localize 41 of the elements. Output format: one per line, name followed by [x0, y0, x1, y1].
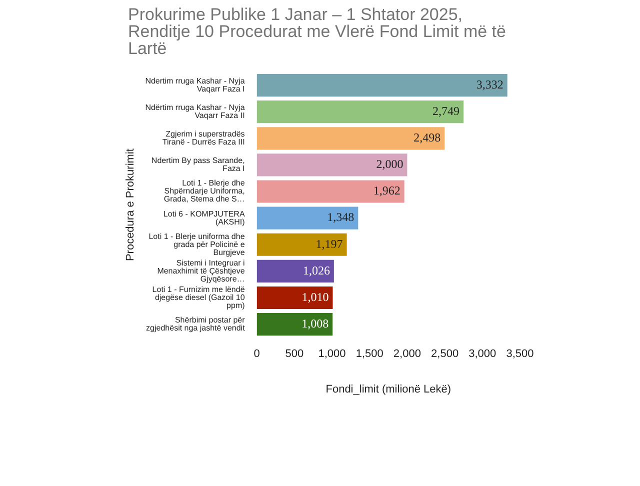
y-tick-label: Ndertim rruga Kashar - Nyja Vaqarr Faza I	[145, 76, 246, 94]
y-tick-label: Loti 1 - Blerje uniforma dhe grada për Policinë e Burgjeve	[148, 232, 246, 257]
bar	[256, 286, 333, 310]
x-tick-label: 1,000	[318, 348, 346, 360]
y-tick-label: Ndërtim rruga Kashar - Nyja Vaqarr Faza II	[145, 103, 246, 120]
x-tick-label: 2,000	[393, 348, 421, 360]
bar	[256, 180, 404, 203]
y-tick-label: Sistemi i Integruar i Menaxhimit të Çështjeve Gjyqësore…	[157, 258, 246, 284]
chart-title: Prokurime Publike 1 Janar – 1 Shtator 2025, Renditje 10 Procedurat me Vlerë Fond Limit më të Lartë	[128, 5, 507, 58]
bar	[256, 313, 333, 336]
y-tick-label: Loti 1 - Furnizim me lëndë djegëse diesel (Gazoil 10 ppm)	[152, 284, 246, 310]
data-label: 2,749	[432, 104, 460, 118]
y-tick-label: Ndertim By pass Sarande, Faza I	[151, 156, 245, 174]
x-tick-label: 2,500	[431, 348, 459, 360]
bar	[256, 260, 334, 282]
x-tick-label: 3,000	[468, 348, 496, 360]
y-tick-label: Zgjerim i superstradës Tiranë - Durrës Faza III	[162, 130, 245, 147]
data-label: 1,026	[302, 263, 330, 278]
bar	[256, 206, 358, 230]
data-label: 1,197	[316, 236, 343, 251]
data-label: 1,348	[327, 210, 354, 224]
bar	[256, 233, 347, 256]
x-tick-label: 500	[285, 348, 304, 360]
y-tick-label: Shërbimi postar për zgjedhësit nga jashtë vendit	[146, 316, 246, 333]
x-tick-label: 0	[254, 348, 260, 360]
data-label: 3,332	[476, 77, 504, 92]
bar	[256, 127, 445, 150]
y-axis-title: Procedura e Prokurimit	[124, 148, 137, 262]
x-tick-label: 3,500	[506, 348, 534, 360]
data-label: 1,962	[373, 184, 400, 198]
x-tick-label: 1,500	[356, 348, 384, 360]
bar	[256, 100, 464, 124]
bar	[256, 154, 408, 176]
y-tick-label: Loti 1 - Blerje dhe Shpërndarje Uniforma, Grada, Stema dhe S…	[164, 178, 246, 204]
bar	[256, 74, 508, 97]
y-tick-label: Loti 6 - KOMPJUTERA (AKSHI)	[163, 209, 246, 226]
data-label: 2,498	[414, 130, 441, 145]
data-label: 1,008	[302, 316, 329, 330]
x-axis-title: Fondi_limit (milionë Lekë)	[326, 383, 452, 396]
data-label: 2,000	[376, 157, 404, 172]
data-label: 1,010	[302, 290, 329, 304]
